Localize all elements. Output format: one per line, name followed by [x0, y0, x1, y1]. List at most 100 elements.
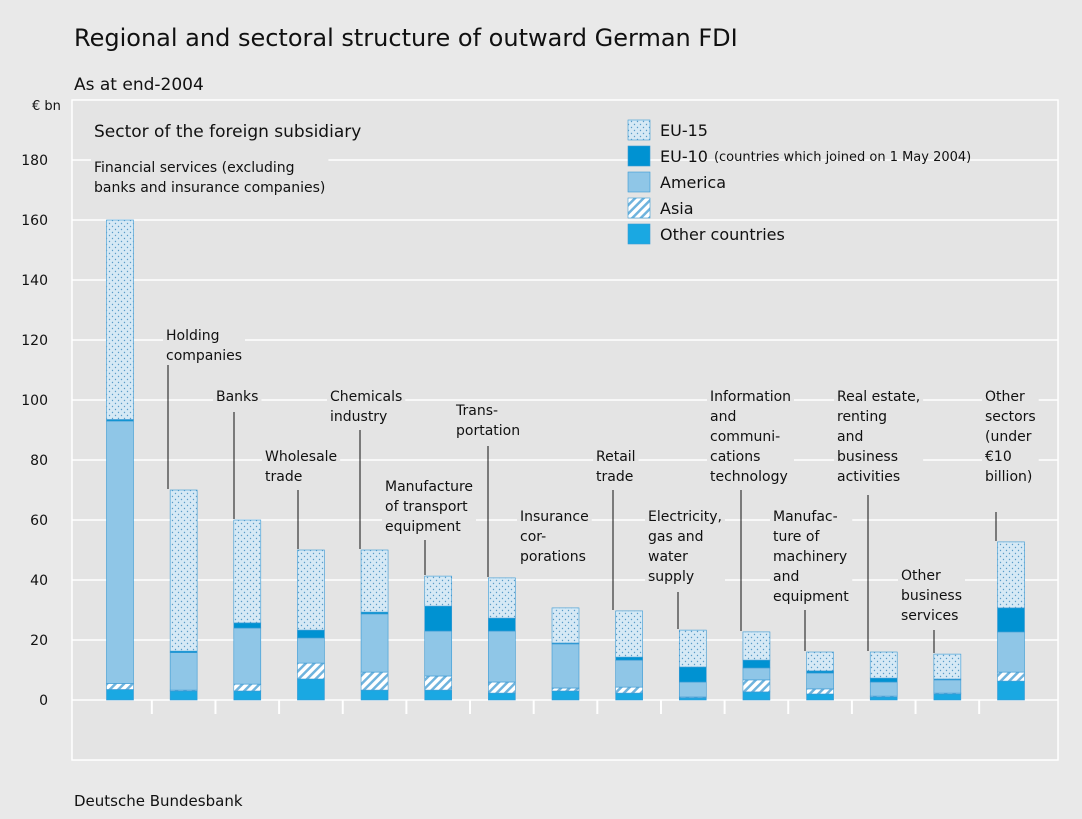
bar-segment [106, 219, 134, 420]
label-background [382, 478, 477, 536]
bar-segment [933, 693, 962, 701]
bar-segment [615, 610, 643, 658]
bar-segment [297, 549, 325, 631]
legend-swatch [627, 197, 651, 219]
x-category-label: Chemicals industry [330, 389, 402, 425]
bar-segment [551, 690, 580, 701]
bar-segment [169, 489, 198, 652]
bar-segment [169, 690, 198, 701]
bar-segment [106, 683, 134, 690]
bar-segment [297, 637, 325, 664]
legend-swatch [627, 145, 651, 167]
bar-segment [233, 622, 262, 629]
x-category-label: Other sectors (under €10 billion) [985, 389, 1036, 485]
bar-segment [488, 681, 516, 694]
y-tick-label: 60 [30, 513, 48, 529]
bar-segment [933, 653, 962, 680]
bar-segment [551, 607, 580, 644]
bar-segment [424, 675, 453, 691]
bar-segment [233, 683, 262, 692]
label-background [327, 388, 406, 426]
bar-segment [169, 652, 198, 691]
bar-segment [869, 677, 898, 683]
bar-segment [297, 662, 325, 680]
label-background [262, 448, 341, 486]
bar-segment [106, 420, 134, 684]
label-background [982, 388, 1039, 486]
bar-segment [806, 688, 834, 695]
legend-label: America [660, 173, 726, 192]
bar-segment [551, 643, 580, 689]
bar-segment [742, 667, 771, 681]
bar-segment [424, 689, 453, 701]
bar-segment [233, 690, 262, 701]
x-category-label: Holding companies [166, 328, 242, 364]
bar-segment [488, 630, 516, 683]
bar-segment [424, 605, 453, 632]
bar-segment [742, 631, 771, 661]
bar-segment [106, 689, 134, 701]
bar-segment [360, 549, 389, 613]
bar-segment [297, 629, 325, 639]
bar-segment [742, 679, 771, 693]
bar-segment [869, 696, 898, 701]
legend-label: Other countries [660, 225, 785, 244]
legend-swatch [627, 119, 651, 141]
bar-segment [615, 686, 643, 694]
legend-note: (countries which joined on 1 May 2004) [714, 150, 971, 165]
legend-swatch [627, 171, 651, 193]
bar-segment [551, 687, 580, 692]
x-category-label: Information and communi-cations technology [710, 389, 791, 485]
label-background [163, 327, 246, 365]
legend-label: EU-10 [660, 147, 708, 166]
bar-segment [360, 671, 389, 691]
bar-segment [678, 697, 707, 701]
y-tick-label: 40 [30, 573, 48, 589]
y-tick-label: 20 [30, 633, 48, 649]
legend-label: EU-15 [660, 121, 708, 140]
legend-swatch [627, 223, 651, 245]
label-background [593, 448, 639, 486]
source: Deutsche Bundesbank [74, 792, 243, 810]
chart-title: Regional and sectoral structure of outwa… [74, 24, 738, 52]
bar-segment [488, 692, 516, 701]
x-category-label: Banks [216, 389, 258, 405]
y-tick-label: 100 [21, 393, 48, 409]
bar-segment [360, 613, 389, 673]
bar-segment [869, 681, 898, 697]
bar-segment [233, 627, 262, 685]
label-background [213, 388, 262, 406]
label-background [452, 402, 524, 440]
bar-segment [233, 519, 262, 624]
bar-segment [997, 541, 1025, 609]
label-background [770, 508, 853, 606]
y-tick-label: 180 [21, 153, 48, 169]
x-category-label: Manufac-ture of machinery and equipment [773, 509, 849, 605]
bar-segment [997, 680, 1025, 701]
bar-segment [615, 656, 643, 661]
bar-segment [869, 651, 898, 679]
y-tick-label: 160 [21, 213, 48, 229]
bar-segment [742, 691, 771, 701]
x-category-label: Insurance cor-porations [520, 509, 589, 565]
label-background [707, 388, 795, 486]
bar-segment [488, 577, 516, 619]
x-category-label: Electricity, gas and water supply [648, 509, 722, 585]
bar-segment [997, 607, 1025, 633]
bar-segment [678, 629, 707, 668]
x-category-label: Retail trade [596, 449, 636, 485]
x-category-label: Manufacture of transport equipment [385, 479, 473, 535]
y-unit: € bn [32, 99, 61, 114]
x-category-label: Trans-portation [455, 403, 520, 439]
bar-segment [360, 689, 389, 701]
x-category-label: Financial services (excluding banks and i… [94, 160, 325, 196]
bar-segment [424, 630, 453, 677]
bar-segment [806, 670, 834, 674]
bar-segment [997, 631, 1025, 673]
x-category-label: Real estate, renting and business activities [837, 389, 920, 485]
bar-segment [488, 617, 516, 632]
legend-label: Asia [660, 199, 694, 218]
bar-segment [678, 681, 707, 698]
bar-segment [933, 679, 962, 694]
